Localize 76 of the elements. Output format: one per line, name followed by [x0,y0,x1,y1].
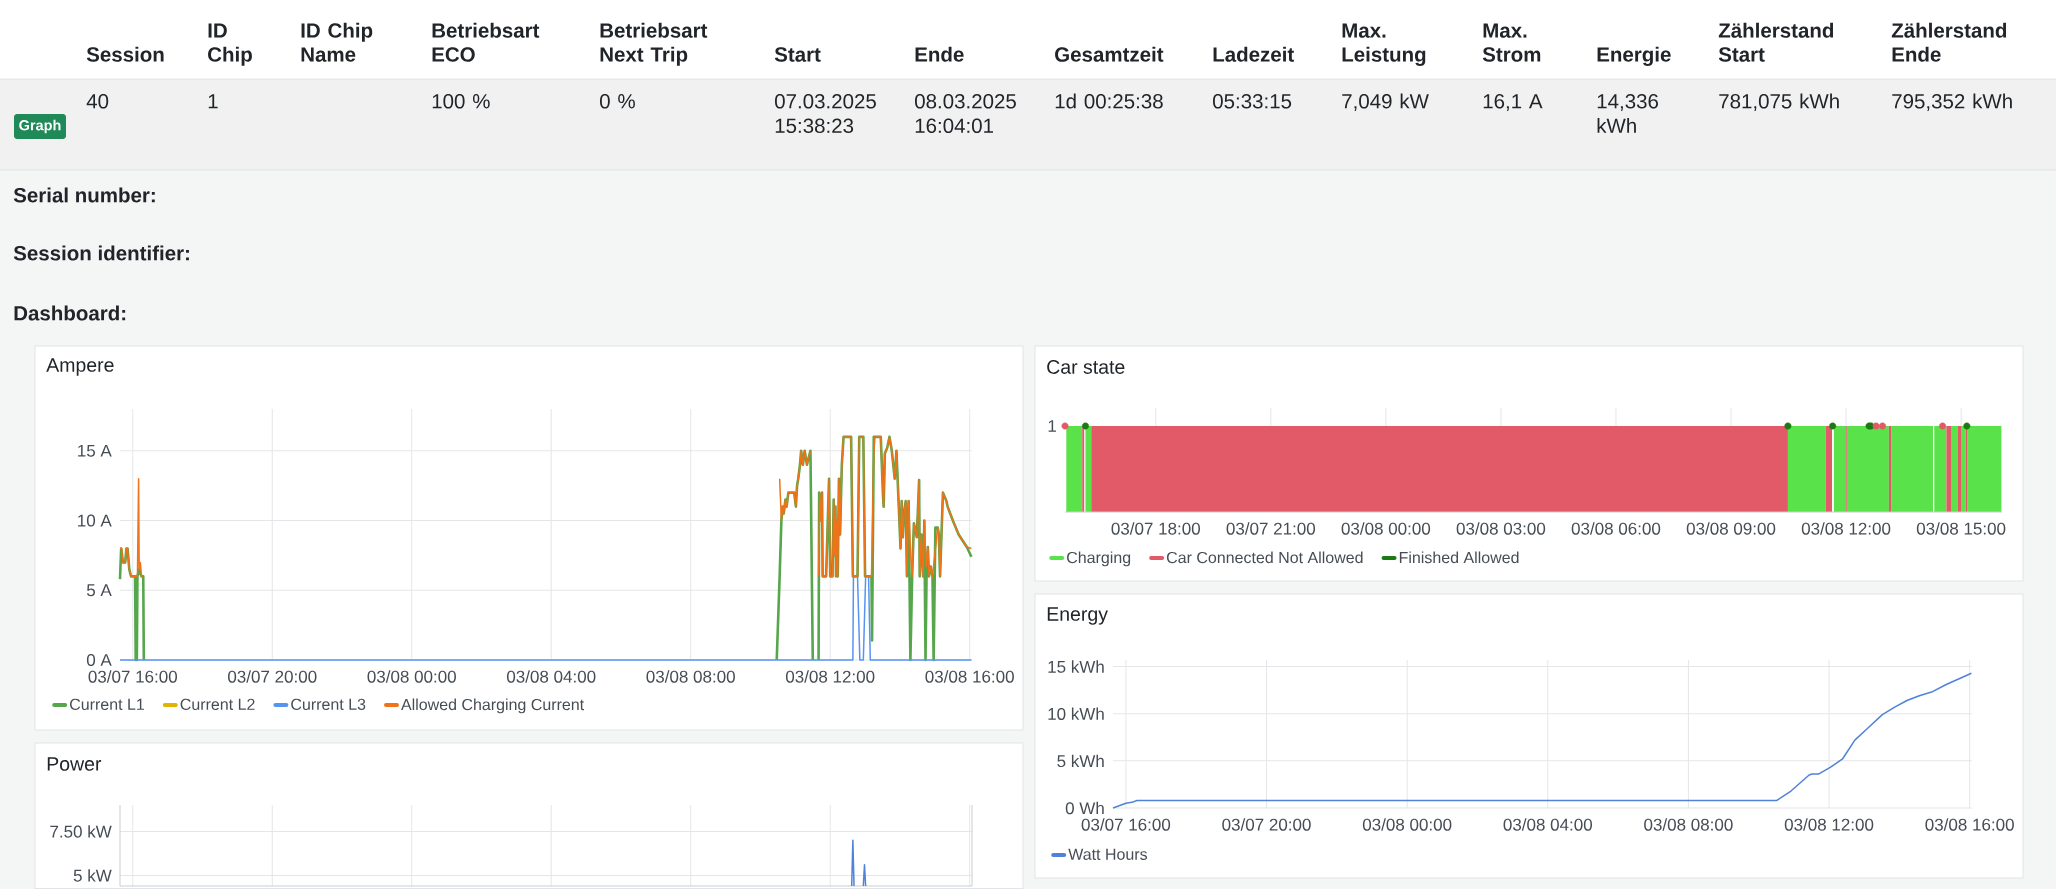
y-tick-label: 5 kW [73,869,112,882]
y-tick-label: 15 A [78,444,112,457]
chart-title: Ampere [46,358,114,376]
text: 16,1 A [1483,94,1543,111]
x-tick-label: 03/08 00:00 [367,670,456,683]
text: 14,336 kWh [1597,94,1658,133]
category-label: ID Chip [208,23,252,66]
text: Dashboard: [14,305,126,321]
x-tick-label: 03/08 08:00 [646,670,735,683]
legend-label: Watt Hours [1068,848,1148,860]
x-tick-label: 03/07 21:00 [1226,522,1316,535]
x-tick-label: 03/08 16:00 [1925,818,2014,831]
y-tick-label: 5 A [86,584,112,597]
y-tick-label: 10 kWh [1048,707,1104,720]
category-label: Zählerstand Start [1718,22,1834,62]
legend-label: Allowed Charging Current [401,698,585,714]
text: Graph [19,119,61,134]
text: 08.03.2025 16:04:01 [915,94,1016,134]
y-tick-label: 0 A [86,653,112,667]
category-label: Ende [915,46,964,62]
text: 0 % [600,94,635,109]
category-label: Betriebsart ECO [432,22,540,62]
category-label: Max. Strom [1482,23,1541,62]
category-label: Zählerstand Ende [1891,22,2007,62]
text: 795,352 kWh [1892,93,2012,111]
category-label: Gesamtzeit [1055,46,1164,62]
text: 1 [208,94,218,109]
category-label: ID Chip Name [301,22,373,62]
chart-title: Car state [1047,360,1125,374]
category-label: Start [774,47,821,62]
text: 07.03.2025 15:38:23 [775,94,876,134]
text: 1d 00:25:38 [1055,93,1163,109]
category-label: Max. Leistung [1342,23,1426,66]
y-tick-label: 0 Wh [1065,801,1104,815]
x-tick-label: 03/07 16:00 [1081,818,1171,831]
legend-label: Car Connected Not Allowed [1166,551,1363,564]
x-tick-label: 03/08 00:00 [1362,818,1452,831]
y-tick-label: 5 kWh [1057,754,1104,768]
x-tick-label: 03/08 12:00 [1801,522,1891,535]
y-tick-label: 7.50 kW [50,825,112,838]
x-tick-label: 03/08 04:00 [506,670,596,683]
y-tick-label: 10 A [78,514,112,527]
legend-label: Current L2 [180,698,255,710]
text: 1 [1048,420,1056,432]
text: 781,075 kWh [1719,93,1839,111]
category-label: Betriebsart Next Trip [600,22,708,66]
category-label: Session [86,46,164,62]
category-label: Energie [1597,46,1671,66]
x-tick-label: 03/08 00:00 [1341,522,1431,535]
chart-title: Power [47,757,102,771]
category-label: Ladezeit [1213,46,1294,62]
text: Session identifier: [13,245,189,261]
legend-label: Charging [1067,551,1131,567]
x-tick-label: 03/08 12:00 [1784,818,1874,831]
text: Serial number: [13,187,155,203]
x-tick-label: 03/08 16:00 [925,670,1014,683]
x-tick-label: 03/08 08:00 [1644,818,1733,831]
x-tick-label: 03/08 12:00 [785,670,875,683]
x-tick-label: 03/08 15:00 [1916,522,2006,535]
text: 7,049 kW [1342,93,1429,111]
text: 100 % [432,94,490,109]
x-tick-label: 03/08 03:00 [1456,522,1546,535]
legend-label: Current L3 [291,698,366,710]
x-tick-label: 03/07 18:00 [1111,522,1200,535]
x-tick-label: 03/08 09:00 [1686,522,1776,535]
chart-title: Energy [1047,607,1108,625]
text: 05:33:15 [1213,94,1292,109]
x-tick-label: 03/08 04:00 [1503,818,1593,831]
x-tick-label: 03/07 20:00 [1222,818,1311,831]
y-tick-label: 15 kWh [1048,660,1104,673]
text: 40 [86,94,109,109]
x-tick-label: 03/07 16:00 [88,670,178,683]
legend-label: Current L1 [70,698,144,710]
legend-label: Finished Allowed [1399,551,1519,564]
x-tick-label: 03/07 20:00 [228,670,317,683]
x-tick-label: 03/08 06:00 [1571,522,1661,535]
